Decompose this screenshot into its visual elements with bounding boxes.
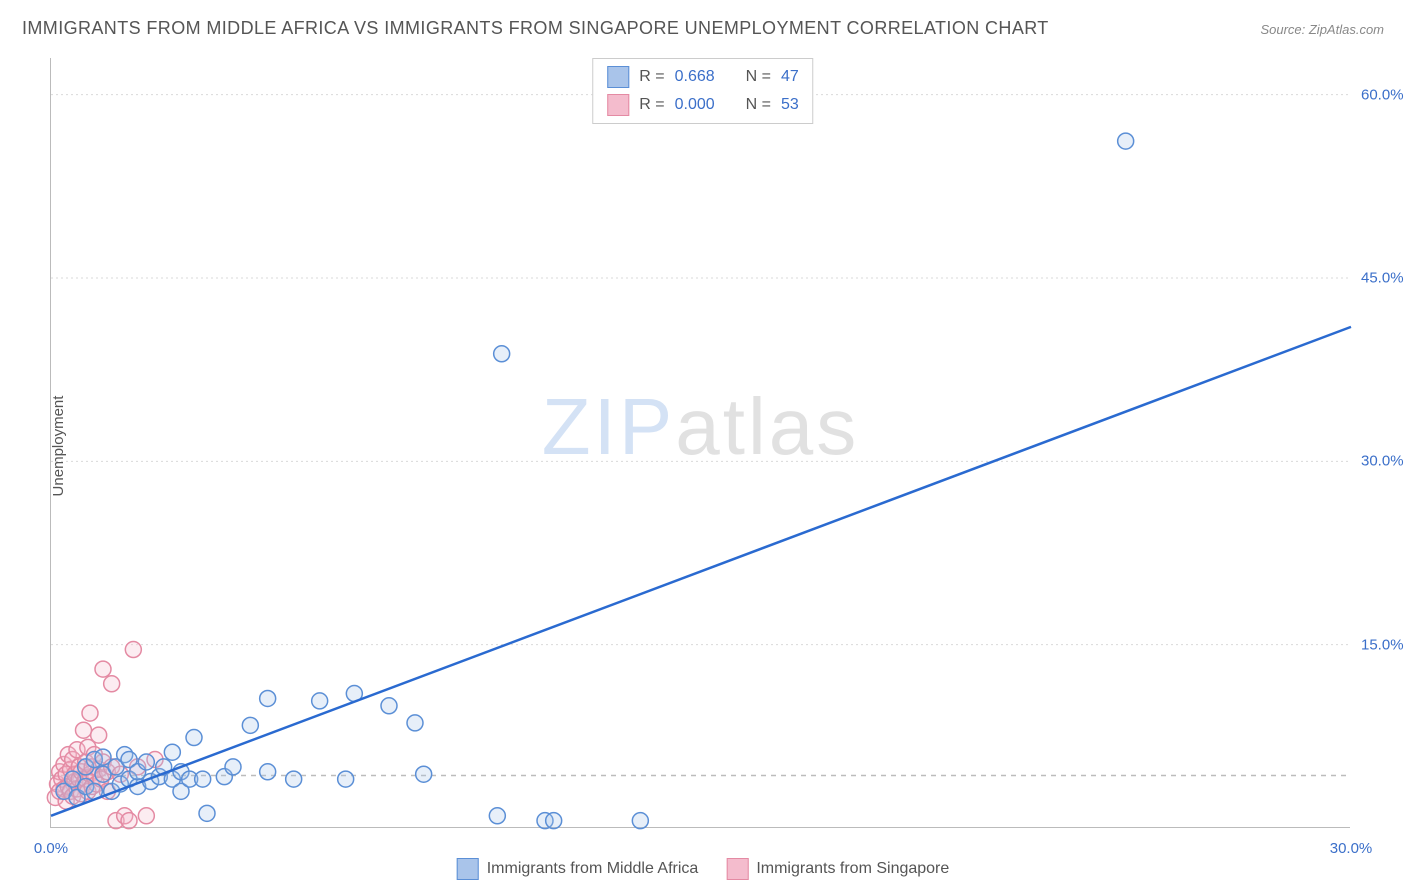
scatter-plot-svg: [51, 58, 1350, 827]
source-credit: Source: ZipAtlas.com: [1260, 22, 1384, 37]
y-tick-label: 15.0%: [1361, 636, 1404, 653]
legend-swatch-blue: [607, 66, 629, 88]
x-tick-label: 30.0%: [1330, 840, 1373, 857]
legend-row-singapore: R = 0.000 N = 53: [603, 91, 802, 119]
y-tick-label: 45.0%: [1361, 270, 1404, 287]
series-legend: Immigrants from Middle Africa Immigrants…: [457, 858, 950, 880]
legend-swatch-blue: [457, 858, 479, 880]
legend-row-middle-africa: R = 0.668 N = 47: [603, 63, 802, 91]
header-row: IMMIGRANTS FROM MIDDLE AFRICA VS IMMIGRA…: [22, 18, 1384, 39]
legend-label-middle-africa: Immigrants from Middle Africa: [487, 860, 699, 878]
legend-n-value-1: 47: [781, 68, 799, 86]
legend-item-singapore: Immigrants from Singapore: [726, 858, 949, 880]
legend-r-label: R =: [639, 68, 664, 86]
legend-r-label: R =: [639, 96, 664, 114]
legend-swatch-pink: [726, 858, 748, 880]
plot-area: ZIPatlas 15.0%30.0%45.0%60.0%0.0%30.0%: [50, 58, 1350, 828]
y-tick-label: 60.0%: [1361, 86, 1404, 103]
legend-n-value-2: 53: [781, 96, 799, 114]
correlation-legend: R = 0.668 N = 47 R = 0.000 N = 53: [592, 58, 813, 124]
legend-item-middle-africa: Immigrants from Middle Africa: [457, 858, 699, 880]
x-tick-label: 0.0%: [34, 840, 68, 857]
legend-r-value-2: 0.000: [675, 96, 730, 114]
y-tick-label: 30.0%: [1361, 453, 1404, 470]
legend-label-singapore: Immigrants from Singapore: [756, 860, 949, 878]
legend-r-value-1: 0.668: [675, 68, 730, 86]
legend-n-label: N =: [746, 96, 771, 114]
chart-title: IMMIGRANTS FROM MIDDLE AFRICA VS IMMIGRA…: [22, 18, 1049, 39]
legend-n-label: N =: [746, 68, 771, 86]
legend-swatch-pink: [607, 94, 629, 116]
